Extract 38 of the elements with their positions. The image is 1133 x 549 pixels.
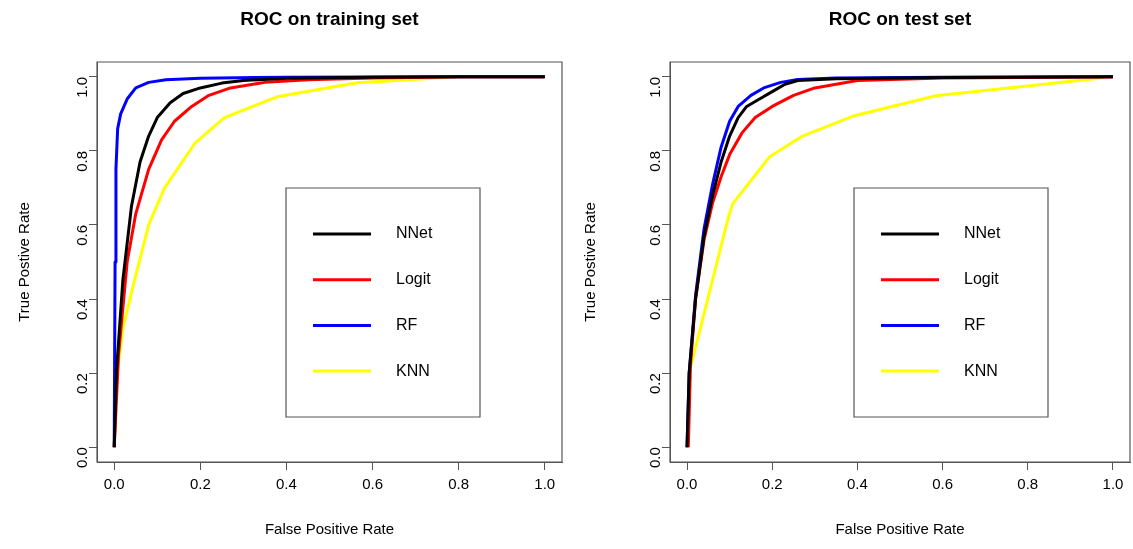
x-axis-title: False Positive Rate — [264, 520, 395, 538]
x-tick-label: 0.0 — [103, 475, 125, 493]
legend-label: RF — [964, 315, 986, 333]
y-tick-label: 0.6 — [646, 224, 664, 246]
y-tick-label: 0.6 — [73, 224, 91, 246]
y-tick-label: 0.0 — [73, 447, 91, 469]
x-tick-label: 0.6 — [932, 475, 954, 493]
x-tick-label: 0.6 — [362, 475, 383, 493]
y-tick-label: 0.2 — [646, 373, 664, 394]
legend-label: Logit — [964, 270, 1000, 288]
y-tick-label: 0.4 — [646, 299, 664, 320]
x-tick-label: 0.2 — [761, 475, 783, 493]
legend-label: KNN — [964, 361, 998, 379]
chart-title: ROC on training set — [240, 8, 420, 30]
x-tick-label: 1.0 — [534, 475, 556, 493]
x-tick-label: 0.4 — [846, 475, 868, 493]
y-tick-label: 1.0 — [646, 76, 664, 98]
y-tick-label: 0.8 — [73, 150, 91, 172]
x-tick-label: 0.4 — [276, 475, 297, 493]
x-tick-label: 0.8 — [1017, 475, 1039, 493]
x-tick-label: 0.8 — [448, 475, 470, 493]
x-tick-label: 0.2 — [189, 475, 211, 493]
legend-label: NNet — [396, 224, 434, 242]
y-axis-title: True Postive Rate — [581, 202, 599, 322]
legend-label: RF — [396, 315, 418, 333]
legend-label: NNet — [964, 224, 1002, 242]
x-axis-title: False Positive Rate — [835, 520, 965, 538]
y-axis-title: True Postive Rate — [15, 202, 33, 322]
y-tick-label: 0.0 — [646, 447, 664, 469]
legend-label: Logit — [396, 270, 432, 288]
y-tick-label: 0.4 — [73, 299, 91, 320]
x-tick-label: 0.0 — [676, 475, 698, 493]
x-tick-label: 1.0 — [1102, 475, 1124, 493]
y-tick-label: 0.8 — [646, 150, 664, 172]
chart-title: ROC on test set — [828, 8, 972, 30]
y-tick-label: 0.2 — [73, 373, 91, 394]
legend-label: KNN — [396, 361, 430, 379]
y-tick-label: 1.0 — [73, 76, 91, 98]
